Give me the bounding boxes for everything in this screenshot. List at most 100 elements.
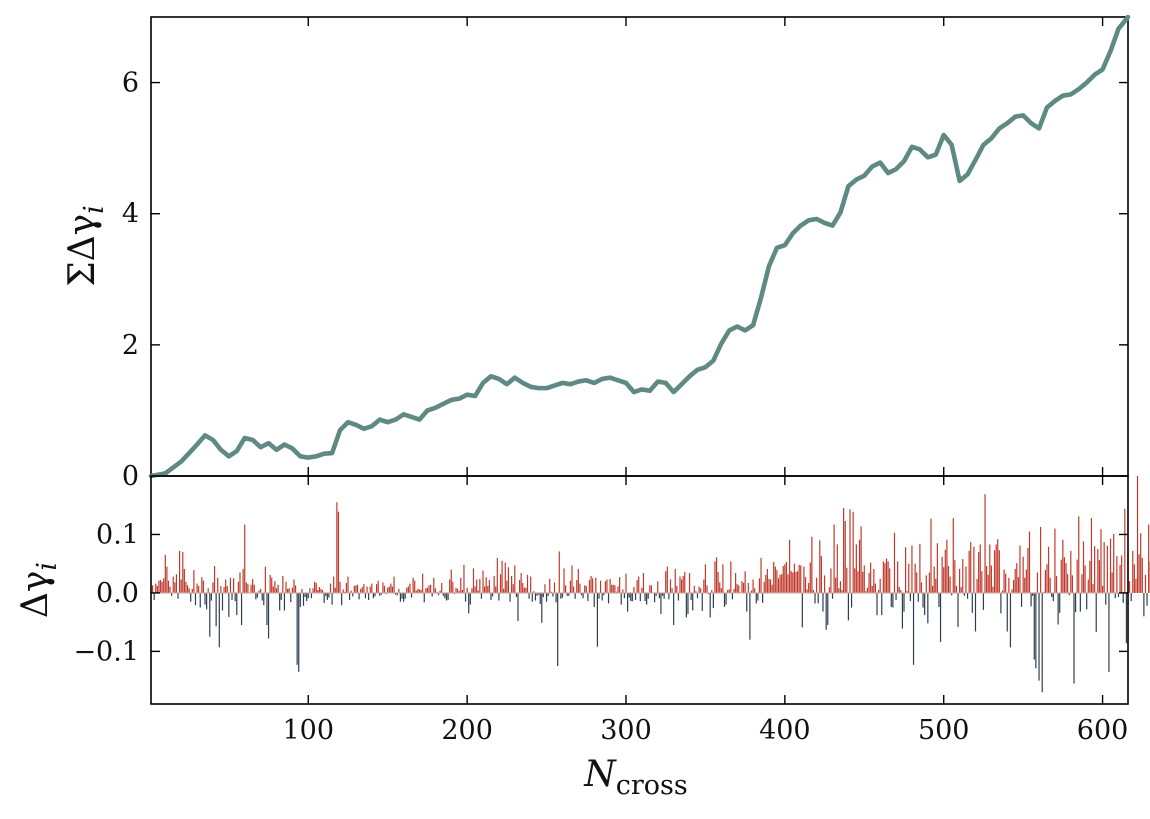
delta-bar	[341, 592, 343, 606]
delta-bar	[355, 585, 357, 593]
bottom-x-ticks: 100 200 300 400 500 600	[282, 476, 1128, 746]
delta-bar	[825, 592, 827, 630]
delta-bar	[742, 582, 745, 593]
delta-bar	[531, 592, 533, 602]
delta-bar	[704, 564, 707, 593]
delta-bar	[906, 591, 908, 593]
delta-bar	[267, 592, 270, 639]
delta-bar	[545, 592, 548, 602]
delta-bar	[661, 592, 664, 596]
delta-bar	[534, 592, 537, 601]
x-tick-label: 100	[282, 715, 334, 746]
delta-bar	[309, 588, 311, 593]
delta-bar	[1060, 559, 1062, 593]
top-y-ticks: 0 2 4 6	[122, 68, 1128, 492]
delta-bar	[1081, 574, 1083, 593]
delta-bar	[901, 592, 904, 629]
delta-bar	[822, 592, 824, 612]
delta-bar	[183, 568, 185, 593]
delta-bar	[611, 584, 613, 593]
delta-bar	[164, 554, 166, 593]
delta-bar	[1117, 592, 1120, 598]
delta-bar	[426, 587, 429, 593]
delta-bar	[156, 585, 158, 593]
delta-bar	[414, 580, 416, 593]
delta-bar	[450, 569, 452, 593]
delta-bar	[266, 592, 268, 626]
delta-bar	[984, 494, 986, 593]
x-tick-label: 200	[441, 715, 493, 746]
delta-bar	[504, 562, 506, 593]
delta-bar	[455, 587, 457, 593]
delta-bar	[271, 577, 273, 593]
delta-bar	[919, 543, 921, 593]
delta-bar	[288, 588, 290, 593]
delta-bar	[153, 592, 155, 600]
delta-bar	[380, 592, 382, 595]
delta-bar	[391, 586, 394, 593]
delta-bar	[1059, 592, 1061, 613]
delta-bar	[604, 581, 606, 593]
top-y-tick-label: 0	[122, 461, 139, 492]
delta-bar	[437, 592, 440, 596]
delta-bar	[215, 592, 217, 627]
delta-bar	[240, 592, 243, 626]
delta-bar	[163, 578, 165, 593]
delta-bar	[893, 532, 896, 593]
delta-bar	[496, 557, 498, 593]
delta-bar	[261, 592, 263, 601]
delta-bar	[733, 588, 735, 593]
delta-bar	[841, 590, 843, 593]
delta-bar	[941, 556, 943, 593]
delta-bar	[641, 587, 643, 593]
delta-bar	[949, 576, 951, 593]
delta-bar	[870, 562, 872, 593]
delta-bar	[151, 585, 154, 593]
x-axis-label: Ncross	[583, 754, 688, 801]
bottom-y-axis-label: Δγi	[15, 562, 63, 618]
delta-bar	[1041, 592, 1043, 693]
delta-bar	[433, 577, 435, 593]
delta-bar	[269, 574, 271, 593]
delta-bar	[334, 587, 336, 593]
delta-bar	[800, 565, 802, 593]
delta-bar	[1033, 592, 1035, 660]
delta-bar	[997, 539, 999, 593]
delta-bar	[511, 575, 513, 593]
delta-bar	[250, 584, 252, 593]
delta-bar	[585, 585, 587, 593]
delta-bar	[258, 590, 260, 593]
delta-bar	[1140, 533, 1142, 593]
delta-bar	[835, 577, 837, 593]
delta-bar	[874, 583, 876, 593]
delta-bar	[544, 584, 546, 593]
top-y-tick-label: 4	[122, 199, 139, 230]
delta-bar	[336, 502, 338, 593]
delta-bar	[828, 587, 830, 593]
delta-bar	[348, 592, 351, 600]
delta-bar	[193, 570, 195, 593]
delta-bar	[479, 578, 481, 593]
delta-bar	[658, 592, 660, 599]
delta-bar	[943, 567, 945, 593]
delta-bar	[275, 588, 278, 593]
delta-bar	[596, 592, 598, 647]
delta-bar	[260, 588, 262, 593]
delta-bar	[172, 576, 174, 593]
delta-bar	[1122, 592, 1124, 603]
delta-bar	[946, 539, 948, 593]
delta-bar	[307, 592, 309, 599]
delta-bar	[361, 587, 363, 593]
delta-bar	[846, 567, 848, 593]
delta-bar	[1086, 592, 1088, 610]
delta-bar	[836, 544, 838, 593]
delta-bar	[312, 588, 314, 593]
delta-bar	[1141, 557, 1143, 593]
delta-bar	[889, 568, 891, 593]
delta-bar	[175, 574, 178, 593]
delta-bar	[650, 585, 653, 593]
delta-bar	[476, 579, 478, 593]
delta-bar	[198, 585, 200, 593]
delta-bar	[512, 584, 514, 593]
